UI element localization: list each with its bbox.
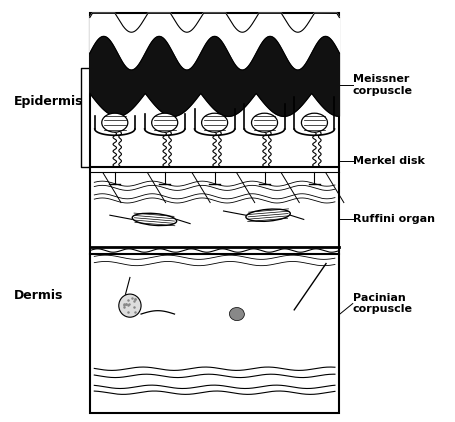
Bar [90,14,339,413]
Polygon shape [90,14,339,70]
Ellipse shape [102,113,128,132]
Ellipse shape [119,294,141,317]
Ellipse shape [132,213,177,225]
Ellipse shape [233,312,241,316]
Ellipse shape [301,113,328,132]
Text: Ruffini organ: Ruffini organ [353,214,435,225]
Polygon shape [90,36,339,116]
Text: Merkel disk: Merkel disk [353,156,425,165]
Ellipse shape [229,308,244,321]
Ellipse shape [246,209,290,222]
Ellipse shape [252,113,278,132]
Ellipse shape [202,113,228,132]
Ellipse shape [152,113,178,132]
Text: Pacinian
corpuscle: Pacinian corpuscle [353,293,413,314]
Text: Dermis: Dermis [14,289,63,302]
Text: Epidermis: Epidermis [14,95,84,108]
Text: Meissner
corpuscle: Meissner corpuscle [353,74,413,96]
